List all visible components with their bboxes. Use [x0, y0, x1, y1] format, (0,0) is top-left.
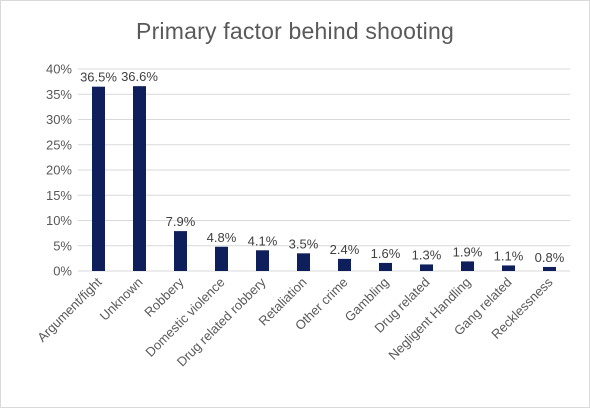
- y-tick-label: 25%: [46, 137, 72, 152]
- data-label: 2.4%: [330, 242, 360, 257]
- y-tick-label: 15%: [46, 188, 72, 203]
- data-label: 4.8%: [207, 230, 237, 245]
- data-label: 36.6%: [121, 69, 158, 84]
- bar: [215, 246, 228, 271]
- data-label: 3.5%: [289, 236, 319, 251]
- bar: [379, 262, 392, 271]
- y-tick-label: 30%: [46, 112, 72, 127]
- data-label: 1.1%: [494, 248, 524, 263]
- y-tick-label: 10%: [46, 213, 72, 228]
- bar: [420, 264, 433, 271]
- y-tick-label: 5%: [53, 238, 72, 253]
- category-label: Unknown: [97, 275, 146, 324]
- y-tick-label: 20%: [46, 163, 72, 178]
- bar: [133, 86, 146, 271]
- y-tick-label: 35%: [46, 87, 72, 102]
- bar: [256, 250, 269, 271]
- bar: [174, 231, 187, 271]
- bar: [502, 265, 515, 271]
- data-label: 1.6%: [371, 246, 401, 261]
- data-label: 4.1%: [248, 233, 278, 248]
- bar: [92, 86, 105, 271]
- chart-title: Primary factor behind shooting: [136, 18, 454, 44]
- data-label: 7.9%: [166, 214, 196, 229]
- category-label: Argument/fight: [34, 274, 105, 345]
- data-label: 1.3%: [412, 247, 442, 262]
- data-label: 36.5%: [80, 70, 117, 85]
- bar: [338, 258, 351, 271]
- y-tick-label: 40%: [46, 62, 72, 77]
- data-label: 1.9%: [453, 244, 483, 259]
- bar: [297, 253, 310, 271]
- bar: [543, 266, 556, 271]
- data-label: 0.8%: [535, 250, 565, 265]
- y-tick-label: 0%: [53, 264, 72, 279]
- bar: [461, 261, 474, 271]
